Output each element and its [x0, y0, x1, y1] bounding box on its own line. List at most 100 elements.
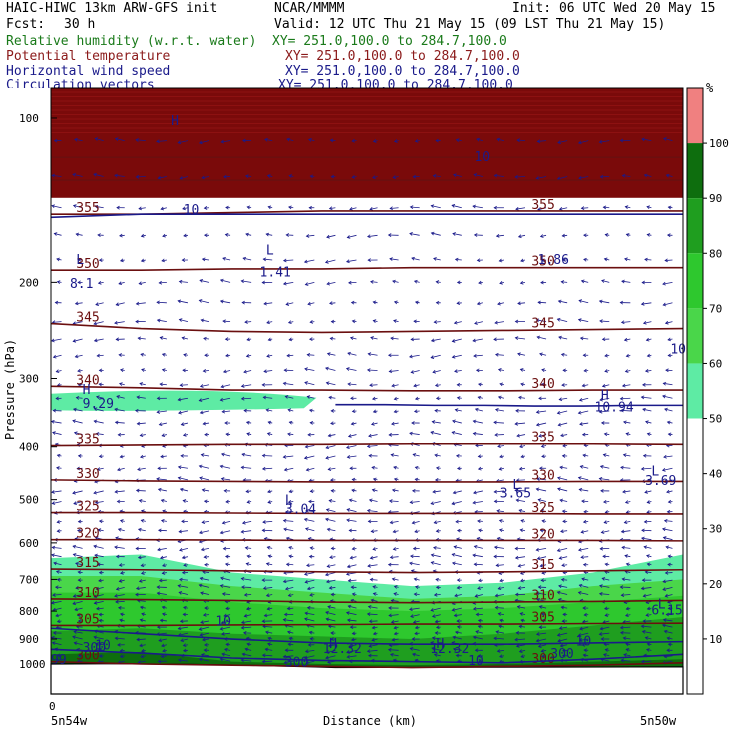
- wind-vector: [644, 258, 652, 261]
- vector-head: [266, 320, 270, 325]
- legend-wind-label: Horizontal wind speed: [6, 64, 171, 79]
- vector-head: [138, 498, 143, 503]
- wind-vector: [473, 607, 483, 610]
- wind-vector: [456, 139, 462, 141]
- colorbar-unit: %: [706, 81, 714, 95]
- wind-vector: [73, 631, 83, 634]
- vector-head: [51, 173, 55, 178]
- wind-vector: [498, 369, 505, 371]
- vector-head: [181, 570, 186, 575]
- wind-vector: [203, 614, 210, 616]
- vector-head: [621, 383, 626, 388]
- vector-head: [135, 301, 140, 306]
- wind-vector: [578, 176, 589, 179]
- vector-head: [451, 501, 456, 506]
- vector-head: [367, 563, 371, 568]
- wind-vector: [372, 397, 378, 400]
- vector-head: [666, 648, 670, 653]
- wind-vector: [201, 654, 210, 657]
- vector-head: [324, 260, 329, 264]
- wind-vector: [642, 408, 652, 412]
- vector-head: [494, 408, 499, 412]
- vector-head: [667, 562, 671, 567]
- vector-head: [452, 490, 457, 495]
- wind-vector: [367, 613, 378, 616]
- vector-head: [599, 319, 603, 323]
- vector-head: [559, 498, 564, 503]
- vector-head: [201, 257, 206, 262]
- colorbar-bin: [687, 198, 703, 254]
- vector-head: [346, 518, 350, 523]
- vector-head: [499, 382, 504, 387]
- vector-head: [578, 175, 582, 180]
- vector-head: [52, 593, 56, 597]
- vector-head: [557, 638, 562, 643]
- vector-head: [583, 509, 587, 514]
- vector-head: [304, 611, 309, 616]
- vector-head: [199, 576, 204, 581]
- vector-head: [582, 653, 587, 658]
- vector-head: [55, 396, 60, 401]
- vector-head: [493, 499, 498, 504]
- wind-vector: [93, 490, 104, 494]
- vector-head: [619, 585, 624, 590]
- wind-vector: [288, 321, 294, 324]
- vector-head: [514, 336, 519, 340]
- wind-vector: [453, 174, 462, 177]
- wind-vector: [478, 396, 483, 399]
- vector-head: [240, 625, 245, 630]
- wind-vector: [52, 546, 62, 549]
- vector-head: [665, 612, 670, 617]
- vector-head: [266, 432, 271, 436]
- vector-head: [667, 554, 672, 559]
- wind-vector: [54, 233, 62, 236]
- legend-circ-label: Circulation vectors: [6, 79, 155, 88]
- vector-head: [177, 584, 182, 588]
- wind-vector: [497, 302, 505, 305]
- vector-head: [537, 300, 541, 305]
- vector-head: [140, 563, 145, 568]
- wind-vector: [262, 660, 273, 663]
- vector-head: [115, 554, 120, 559]
- wind-vector: [307, 302, 315, 305]
- vector-head: [556, 590, 561, 595]
- vector-head: [456, 619, 460, 623]
- vector-head: [161, 643, 165, 648]
- wind-vector: [326, 618, 336, 622]
- vector-head: [262, 520, 266, 524]
- vector-head: [497, 368, 502, 372]
- vector-head: [96, 353, 101, 358]
- vector-head: [241, 452, 246, 457]
- vector-head: [662, 302, 667, 307]
- vector-head: [349, 555, 354, 560]
- vector-head: [371, 465, 375, 470]
- vector-head: [76, 466, 81, 471]
- wind-vector: [325, 367, 336, 371]
- vector-head: [388, 606, 392, 610]
- wind-vector: [241, 530, 252, 533]
- wind-vector: [138, 207, 146, 210]
- wind-vector: [346, 368, 357, 371]
- wind-vector: [432, 614, 441, 617]
- wind-vector: [623, 654, 631, 657]
- wind-vector: [559, 466, 568, 469]
- vector-head: [372, 175, 376, 179]
- wind-vector: [179, 530, 188, 533]
- vector-head: [369, 577, 374, 582]
- wind-vector: [579, 397, 589, 401]
- vector-head: [135, 138, 139, 142]
- vector-head: [517, 352, 521, 357]
- vector-head: [219, 299, 224, 304]
- wind-vector: [517, 302, 526, 304]
- vector-head: [556, 410, 561, 415]
- wind-vector: [75, 302, 83, 305]
- vector-head: [411, 637, 416, 641]
- vector-head: [368, 433, 372, 438]
- wind-vector: [262, 654, 273, 657]
- theta-contour-300: [50, 660, 684, 669]
- wind-vector: [181, 422, 189, 426]
- wind-vector: [536, 478, 547, 481]
- colorbar-bin: [687, 528, 703, 584]
- wind-vector: [157, 319, 167, 323]
- wind-vector: [288, 501, 294, 503]
